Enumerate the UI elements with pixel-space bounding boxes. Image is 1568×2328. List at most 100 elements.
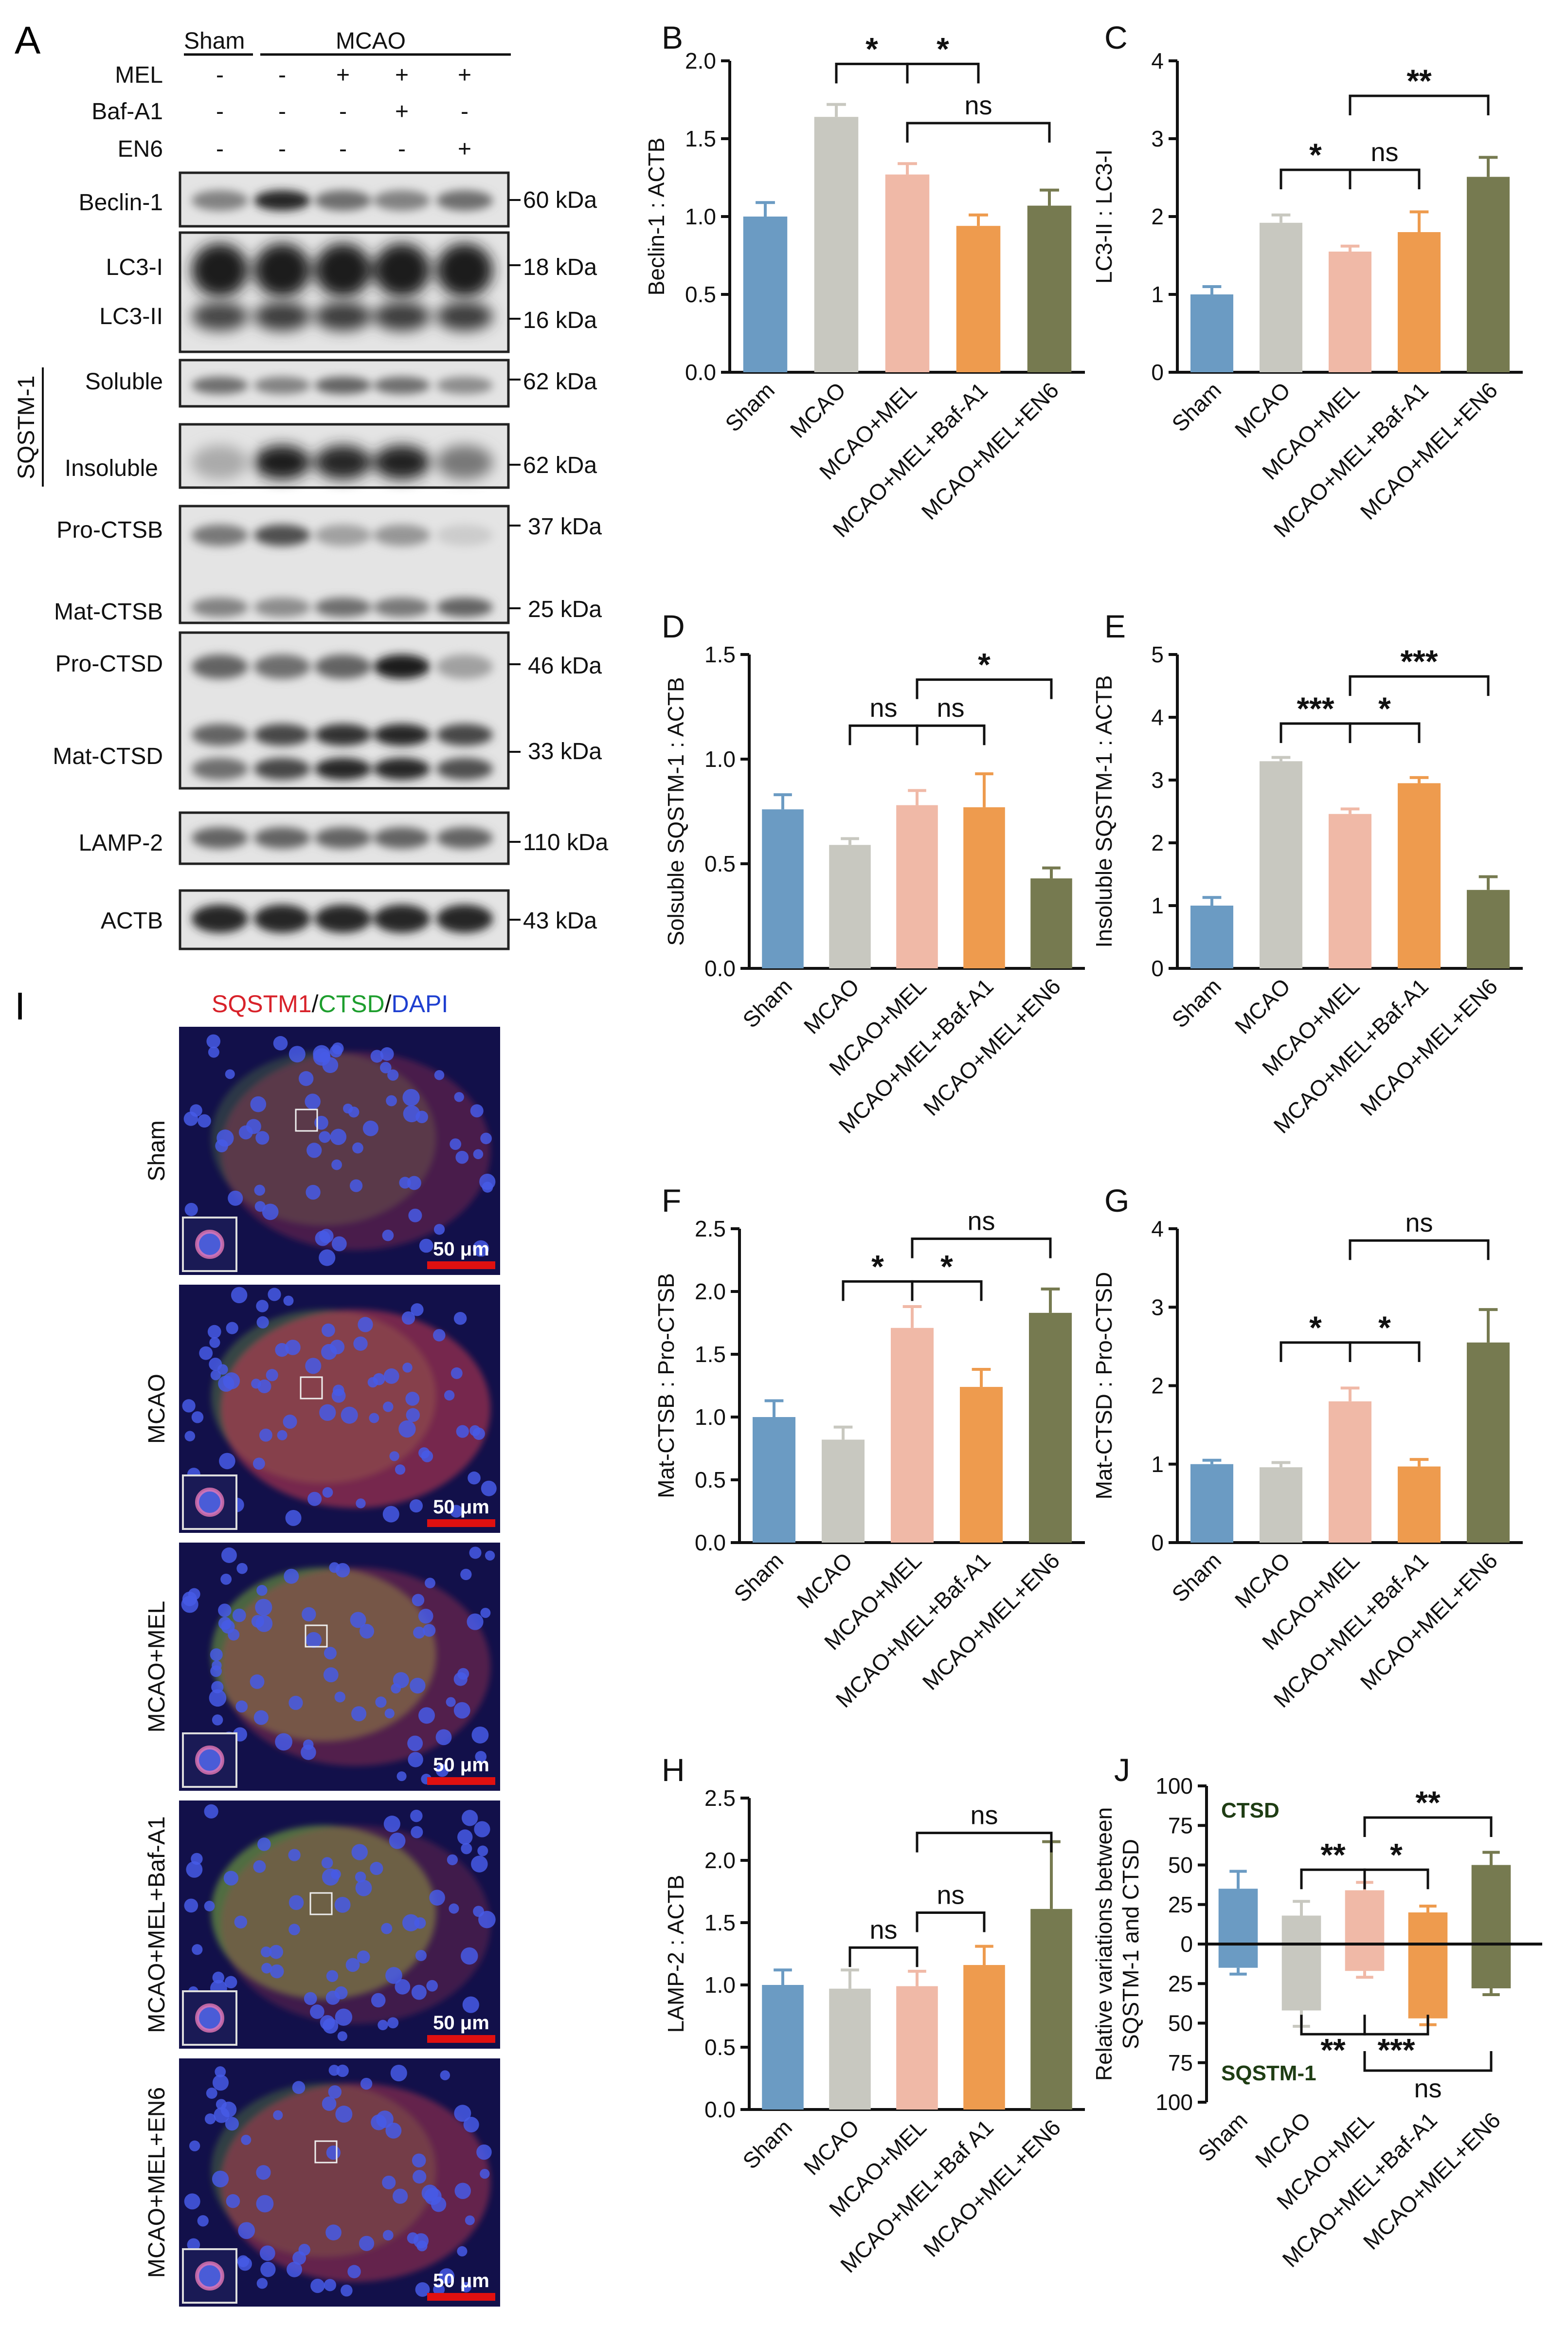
dapi-nucleus bbox=[385, 1967, 402, 1984]
dapi-nucleus bbox=[402, 1914, 420, 1931]
blot-band bbox=[192, 655, 248, 679]
dapi-nucleus bbox=[476, 2144, 492, 2160]
dapi-nucleus bbox=[371, 1993, 386, 2008]
dapi-nucleus bbox=[224, 1976, 237, 1989]
dapi-nucleus bbox=[309, 2004, 324, 2019]
dapi-nucleus bbox=[461, 1947, 478, 1965]
dapi-nucleus bbox=[331, 1236, 347, 1252]
blot-band bbox=[374, 190, 430, 211]
panel-label-i: I bbox=[15, 984, 25, 1028]
dapi-nucleus bbox=[285, 1510, 302, 1526]
dapi-nucleus bbox=[219, 1453, 235, 1470]
y-tick-label: 1.0 bbox=[704, 1972, 736, 1998]
dapi-nucleus bbox=[218, 1603, 232, 1617]
title-sep-1: / bbox=[312, 990, 319, 1018]
dapi-nucleus bbox=[310, 2278, 325, 2293]
dapi-nucleus bbox=[398, 1420, 416, 1438]
dapi-nucleus bbox=[324, 1647, 337, 1660]
dapi-nucleus bbox=[314, 1115, 328, 1130]
blot-band bbox=[315, 758, 371, 780]
blot-band bbox=[315, 525, 371, 546]
dapi-nucleus bbox=[375, 1696, 387, 1708]
dapi-nucleus bbox=[447, 1854, 458, 1866]
dapi-nucleus bbox=[477, 1845, 488, 1856]
y-tick-label: 1 bbox=[1151, 282, 1164, 307]
dapi-nucleus bbox=[273, 1036, 288, 1051]
y-tick-label: 0.0 bbox=[685, 360, 716, 385]
bar bbox=[829, 1988, 871, 2110]
x-tick-label: Sham bbox=[1167, 377, 1226, 436]
dapi-nucleus bbox=[473, 1149, 484, 1160]
dapi-nucleus bbox=[461, 1843, 472, 1855]
dapi-nucleus bbox=[356, 1498, 366, 1509]
dapi-nucleus bbox=[209, 1337, 220, 1348]
dapi-nucleus bbox=[254, 1184, 266, 1196]
dapi-nucleus bbox=[315, 1230, 331, 1246]
y-tick-label: 75 bbox=[1168, 2050, 1193, 2075]
blot-band-row bbox=[192, 302, 493, 331]
treatment-mark: - bbox=[461, 99, 469, 125]
blot-label-pro-ctsd: Pro-CTSD bbox=[55, 651, 163, 677]
scalebar-label: 50 μm bbox=[433, 2270, 489, 2292]
dapi-nucleus bbox=[456, 1425, 469, 1438]
x-tick-label: Sham bbox=[738, 2114, 797, 2174]
dapi-nucleus bbox=[353, 1336, 368, 1351]
title-sep-2: / bbox=[385, 990, 392, 1018]
y-tick-label: 3 bbox=[1151, 126, 1164, 151]
dapi-nucleus bbox=[250, 1096, 267, 1112]
dapi-nucleus bbox=[480, 1607, 491, 1618]
bar bbox=[1030, 878, 1072, 968]
dapi-nucleus bbox=[331, 1869, 341, 1879]
dapi-nucleus bbox=[223, 1372, 240, 1389]
blot-band bbox=[374, 905, 430, 933]
blot-band-row bbox=[192, 827, 493, 849]
dapi-nucleus bbox=[382, 1506, 399, 1523]
dapi-nucleus bbox=[283, 1295, 294, 1306]
blot-band bbox=[315, 724, 371, 746]
blot-band bbox=[254, 724, 310, 746]
dapi-nucleus bbox=[410, 1809, 423, 1822]
dapi-nucleus bbox=[469, 1425, 481, 1437]
dapi-nucleus bbox=[288, 1924, 300, 1935]
x-tick-label: MCAO+MEL+EN6 bbox=[917, 377, 1063, 524]
blot-band bbox=[192, 302, 248, 331]
blot-band bbox=[254, 598, 310, 617]
dapi-nucleus bbox=[407, 2232, 419, 2244]
dapi-nucleus bbox=[408, 1752, 423, 1767]
blot-label-lc3i: LC3-I bbox=[106, 255, 163, 280]
dapi-nucleus bbox=[304, 1992, 317, 2005]
title-ctsd: CTSD bbox=[319, 990, 385, 1018]
dapi-nucleus bbox=[238, 2256, 252, 2271]
y-tick-label: 4 bbox=[1151, 705, 1164, 730]
micrograph-3: 50 μm MCAO+MEL+Baf-A1 bbox=[144, 1801, 500, 2049]
dapi-nucleus bbox=[302, 1607, 316, 1622]
blot-label-soluble: Soluble bbox=[85, 369, 163, 395]
dapi-nucleus bbox=[334, 1691, 345, 1703]
sig-label: ns bbox=[869, 693, 897, 723]
y-tick-label: 100 bbox=[1155, 2090, 1193, 2115]
y-tick-label: 0.5 bbox=[704, 2035, 736, 2060]
bar bbox=[1408, 1912, 1448, 1944]
x-tick-label: MCAO bbox=[799, 2114, 864, 2180]
dapi-nucleus bbox=[478, 1910, 496, 1928]
dapi-nucleus bbox=[454, 1092, 464, 1102]
blot-band bbox=[315, 905, 371, 933]
dapi-nucleus bbox=[358, 1317, 373, 1332]
blot-band-row bbox=[192, 655, 493, 679]
bar bbox=[1345, 1890, 1385, 1944]
dapi-nucleus bbox=[257, 1837, 271, 1851]
dapi-nucleus bbox=[380, 1047, 394, 1061]
dapi-nucleus bbox=[329, 1562, 340, 1573]
dapi-nucleus bbox=[184, 1898, 198, 1913]
series-label-ctsd: CTSD bbox=[1221, 1799, 1280, 1822]
dapi-nucleus bbox=[334, 1896, 351, 1913]
blot-band bbox=[315, 598, 371, 617]
dapi-nucleus bbox=[415, 1950, 427, 1962]
dapi-nucleus bbox=[324, 2279, 336, 2292]
dapi-nucleus bbox=[429, 1890, 445, 1906]
dapi-nucleus bbox=[184, 1431, 196, 1442]
dapi-nucleus bbox=[270, 1964, 284, 1979]
dapi-nucleus bbox=[461, 2282, 471, 2292]
dapi-nucleus bbox=[453, 1312, 467, 1325]
